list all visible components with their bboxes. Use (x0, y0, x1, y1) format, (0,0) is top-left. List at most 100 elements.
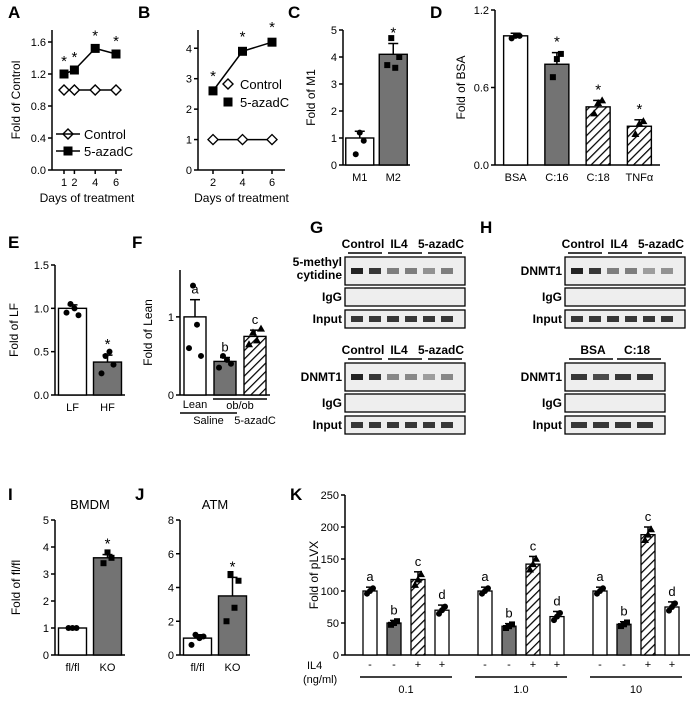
legend-marker-control-B (222, 78, 234, 90)
dot-C (352, 151, 359, 158)
bar-K (477, 590, 493, 656)
dot-K (644, 530, 652, 538)
dot-J (188, 641, 195, 648)
significance-A: * (71, 49, 77, 66)
y-axis-label-E: Fold of LF (7, 303, 21, 357)
x-cat-label-F-lean: Lean (183, 399, 207, 411)
y-tick-label-E: 0.5 (34, 347, 49, 359)
x-tick-label-A: 1 (61, 177, 67, 189)
series-line-A-1 (63, 47, 117, 75)
dot-K (557, 610, 563, 617)
dot-D (639, 117, 648, 125)
gel-row-label-G-cyt: cytidine (297, 268, 343, 282)
y-tick-label-J: 2 (168, 616, 174, 628)
bar-K (434, 609, 450, 656)
dot-C (396, 54, 403, 60)
dot-D (590, 109, 599, 117)
bar-D-0 (502, 35, 529, 166)
gel-band-H_bot (571, 374, 587, 380)
gel-band-G_bot (369, 374, 381, 380)
gel-band-H_bot (615, 374, 631, 380)
significance-B: * (240, 28, 246, 45)
legend-label-B-control: Control (240, 77, 282, 92)
dot-E (75, 312, 82, 319)
bar-D-2 (585, 106, 611, 166)
bar-K (386, 622, 402, 656)
dot-K (509, 621, 515, 628)
point-A-azadc (90, 43, 100, 53)
gel-band-G_top (423, 268, 435, 274)
dot-C (388, 35, 395, 42)
panel-label-G: G (310, 218, 323, 237)
x-cat-label-I: KO (100, 662, 116, 674)
y-tick-label-F: 1 (168, 312, 174, 324)
dot-D (553, 56, 560, 63)
x-cat-label-C: M1 (352, 172, 367, 184)
y-tick-label-F: 0 (168, 390, 174, 402)
gel-band-H_bot (615, 422, 631, 428)
point-B-control (266, 133, 278, 146)
y-tick-label-B: 2 (186, 104, 192, 116)
y-tick-label-C: 0 (331, 160, 337, 172)
dot-D (557, 50, 564, 57)
y-axis-label-I: Fold of fl/fl (9, 560, 23, 615)
dot-F (253, 336, 261, 344)
group-label-K: 0.1 (398, 684, 413, 696)
gel-header-G_bot: 5-azadC (418, 343, 464, 357)
gel-header-G_top: Control (342, 237, 385, 251)
y-tick-label-A: 1.6 (31, 37, 46, 49)
gel-band-H_top (625, 316, 637, 322)
dot-D (549, 74, 556, 81)
point-A-control (68, 84, 81, 96)
dot-K (485, 585, 491, 592)
bar-D-1 (544, 63, 570, 166)
gel-band-G_bot (441, 374, 453, 380)
dot-K (532, 554, 540, 562)
dot-D (635, 119, 644, 127)
dot-J (227, 571, 234, 577)
legend-label-A-control: Control (84, 127, 126, 142)
significance-B: * (210, 68, 216, 85)
gel-band-G_bot (387, 422, 399, 428)
gel-band-G_top (441, 268, 453, 274)
y-tick-label-K: 150 (321, 554, 339, 566)
dot-E (110, 361, 117, 368)
annotation-D: * (636, 101, 642, 118)
x-axis-label-B: Days of treatment (194, 191, 289, 205)
x-cat-label-E: LF (66, 402, 79, 414)
gel-header-H_top: IL4 (610, 237, 628, 251)
dot-F (198, 352, 204, 359)
y-tick-label-B: 3 (186, 74, 192, 86)
y-tick-label-K: 0 (333, 650, 339, 662)
y-tick-label-A: 0.0 (31, 165, 46, 177)
y-tick-label-E: 0.0 (34, 390, 49, 402)
gel-row-label-G-5mc: 5-methyl (293, 255, 342, 269)
annotation-D: * (595, 81, 601, 98)
dot-K (417, 570, 425, 578)
il4-sign-K: - (622, 659, 626, 671)
dot-F (224, 356, 230, 363)
gel-row-label-H2-input: Input (533, 418, 562, 432)
row-label-K-unit: (ng/ml) (303, 674, 337, 686)
significance-B: * (269, 19, 275, 36)
gel-band-G_bot (405, 422, 417, 428)
y-tick-label-C: 3 (331, 79, 337, 91)
panel-label-I: I (8, 485, 13, 504)
bar-K (640, 534, 656, 656)
point-B-azadc (238, 46, 247, 56)
gel-band-H_top (589, 268, 601, 274)
letter-K: c (645, 509, 652, 524)
panel-label-A: A (8, 3, 20, 22)
gel-band-H_bot (593, 422, 609, 428)
gel-band-G_bot (423, 422, 435, 428)
bar-K (410, 578, 426, 656)
gel-box-G_top (344, 287, 466, 307)
dot-K (624, 619, 630, 626)
gel-band-H_top (643, 268, 655, 274)
x-axis-label-A: Days of treatment (40, 191, 135, 205)
dot-K (411, 580, 419, 588)
letter-K: a (596, 569, 604, 584)
dot-F (190, 282, 196, 289)
y-axis-label-K: Fold of pLVX (307, 541, 321, 609)
dot-D (631, 130, 640, 137)
